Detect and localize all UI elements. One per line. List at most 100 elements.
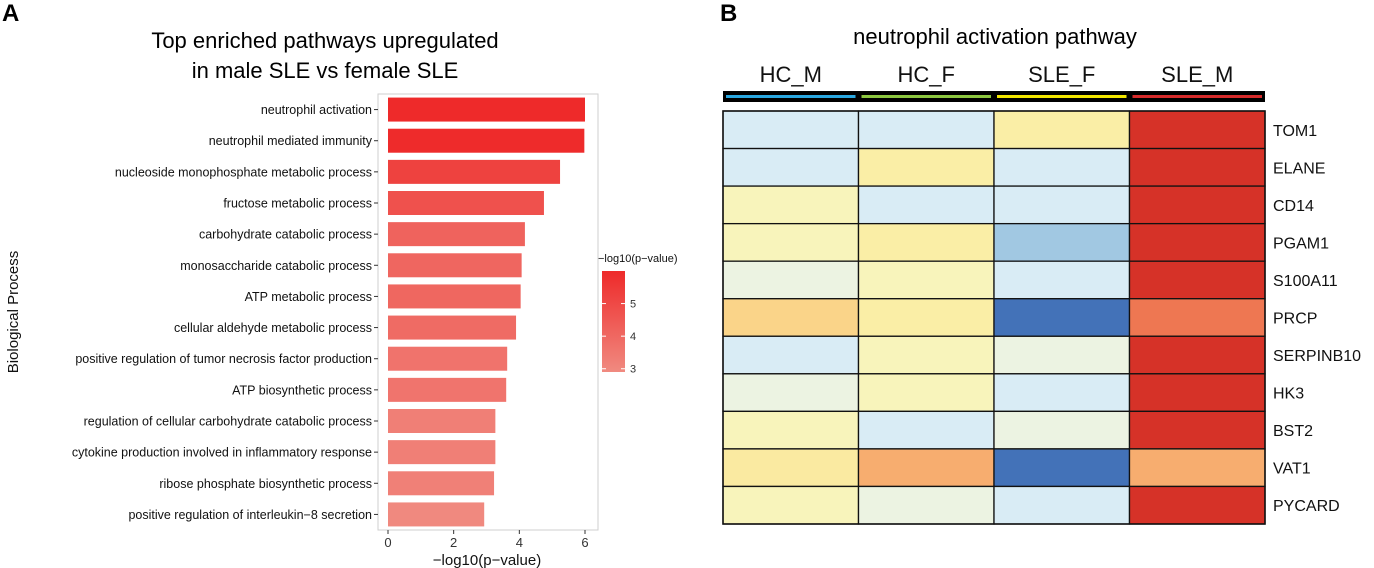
heatmap-cell-HK3-HC_M bbox=[722, 373, 860, 413]
row-label-PGAM1: PGAM1 bbox=[1273, 235, 1329, 252]
heatmap-cell-SERPINB10-SLE_M bbox=[1128, 335, 1266, 375]
bar-chart-title-line-1: Top enriched pathways upregulated bbox=[151, 28, 499, 53]
heatmap-cell-HK3-HC_F bbox=[857, 373, 995, 413]
legend-tick-label-1: 5 bbox=[630, 299, 636, 311]
heatmap-cell-TOM1-HC_M bbox=[722, 110, 860, 150]
heatmap-cell-PRCP-SLE_M bbox=[1128, 298, 1266, 337]
heatmap-border bbox=[722, 110, 1266, 525]
bar-12 bbox=[388, 440, 496, 465]
bar-3 bbox=[388, 159, 561, 184]
category-label-9: positive regulation of tumor necrosis fa… bbox=[75, 352, 372, 366]
x-tick-label-2: 2 bbox=[450, 535, 457, 550]
annotation-SLE_F bbox=[997, 95, 1127, 98]
column-label-3: SLE_F bbox=[1028, 62, 1095, 87]
x-tick-label-4: 6 bbox=[581, 535, 588, 550]
annotation-SLE_M bbox=[1132, 95, 1262, 98]
bar-13 bbox=[388, 471, 495, 496]
x-tick-label-3: 4 bbox=[516, 535, 523, 550]
bar-2 bbox=[388, 128, 585, 153]
category-label-8: cellular aldehyde metabolic process bbox=[174, 321, 372, 335]
bar-chart-title-line-2: in male SLE vs female SLE bbox=[191, 58, 459, 83]
heatmap-cell-S100A11-HC_M bbox=[722, 260, 860, 300]
annotation-HC_F bbox=[861, 95, 991, 98]
category-label-2: neutrophil mediated immunity bbox=[209, 134, 373, 148]
category-label-10: ATP biosynthetic process bbox=[232, 383, 372, 397]
legend-colorbar bbox=[602, 271, 625, 372]
heatmap-cell-PRCP-SLE_F bbox=[993, 298, 1131, 337]
row-label-PRCP: PRCP bbox=[1273, 311, 1317, 328]
heatmap-cell-TOM1-SLE_F bbox=[993, 110, 1131, 150]
column-label-4: SLE_M bbox=[1161, 62, 1233, 87]
heatmap-cell-PGAM1-HC_M bbox=[722, 222, 860, 262]
heatmap-cell-BST2-HC_M bbox=[722, 410, 860, 450]
y-axis-label: Biological Process bbox=[5, 251, 22, 374]
bar-7 bbox=[388, 284, 521, 309]
heatmap-cell-PGAM1-SLE_M bbox=[1128, 222, 1266, 262]
panel-a-letter: A bbox=[2, 0, 20, 27]
heatmap-cell-ELANE-HC_M bbox=[722, 147, 860, 187]
plot-panel bbox=[377, 93, 599, 531]
legend-tick-label-3: 3 bbox=[630, 364, 636, 376]
row-label-BST2: BST2 bbox=[1273, 423, 1313, 440]
row-label-HK3: HK3 bbox=[1273, 386, 1304, 403]
row-label-SERPINB10: SERPINB10 bbox=[1273, 348, 1361, 365]
row-label-VAT1: VAT1 bbox=[1273, 461, 1311, 478]
heatmap-cell-S100A11-HC_F bbox=[857, 260, 995, 300]
category-label-12: cytokine production involved in inflamma… bbox=[72, 446, 372, 460]
heatmap-cell-PGAM1-HC_F bbox=[857, 222, 995, 262]
x-axis-label: −log10(p−value) bbox=[433, 552, 541, 568]
bar-9 bbox=[388, 346, 508, 371]
annotation-bar-frame bbox=[723, 91, 1265, 102]
heatmap-cell-VAT1-SLE_F bbox=[993, 448, 1131, 488]
bar-10 bbox=[388, 377, 507, 402]
heatmap-cell-ELANE-HC_F bbox=[857, 147, 995, 187]
column-label-2: HC_F bbox=[898, 62, 955, 87]
heatmap-cell-VAT1-HC_F bbox=[857, 448, 995, 488]
bar-chart-title: Top enriched pathways upregulated in mal… bbox=[80, 26, 570, 86]
row-label-PYCARD: PYCARD bbox=[1273, 498, 1340, 515]
heatmap-cell-S100A11-SLE_M bbox=[1128, 260, 1266, 300]
heatmap-cell-SERPINB10-HC_F bbox=[857, 335, 995, 375]
heatmap-cell-PRCP-HC_F bbox=[857, 298, 995, 337]
category-label-6: monosaccharide catabolic process bbox=[180, 259, 372, 273]
bar-5 bbox=[388, 222, 525, 247]
heatmap-cell-BST2-SLE_M bbox=[1128, 410, 1266, 450]
row-label-TOM1: TOM1 bbox=[1273, 123, 1317, 140]
category-label-7: ATP metabolic process bbox=[245, 290, 372, 304]
heatmap-cell-PYCARD-SLE_M bbox=[1128, 485, 1266, 525]
heatmap-cell-PYCARD-HC_M bbox=[722, 485, 860, 525]
heatmap-cell-BST2-HC_F bbox=[857, 410, 995, 450]
bar-14 bbox=[388, 502, 485, 527]
panel-b-letter: B bbox=[720, 0, 738, 27]
heatmap-cell-PRCP-HC_M bbox=[722, 298, 860, 337]
bar-4 bbox=[388, 191, 544, 215]
bar-11 bbox=[388, 409, 496, 433]
heatmap-cell-PYCARD-SLE_F bbox=[993, 485, 1131, 525]
heatmap-title: neutrophil activation pathway bbox=[853, 24, 1137, 49]
heatmap-cell-PYCARD-HC_F bbox=[857, 485, 995, 525]
category-label-13: ribose phosphate biosynthetic process bbox=[159, 477, 372, 491]
bar-1 bbox=[388, 97, 585, 122]
category-label-14: positive regulation of interleukin−8 sec… bbox=[128, 508, 372, 522]
category-label-4: fructose metabolic process bbox=[223, 197, 372, 211]
heatmap-cell-S100A11-SLE_F bbox=[993, 260, 1131, 300]
heatmap-cell-CD14-SLE_F bbox=[993, 185, 1131, 225]
row-label-ELANE: ELANE bbox=[1273, 160, 1325, 177]
x-tick-label-1: 0 bbox=[384, 535, 391, 550]
heatmap-cell-HK3-SLE_M bbox=[1128, 373, 1266, 413]
heatmap-cell-CD14-HC_F bbox=[857, 185, 995, 225]
heatmap-cell-VAT1-HC_M bbox=[722, 448, 860, 488]
heatmap-cell-TOM1-SLE_M bbox=[1128, 110, 1266, 150]
heatmap-cell-SERPINB10-SLE_F bbox=[993, 335, 1131, 375]
category-label-5: carbohydrate catabolic process bbox=[199, 228, 372, 242]
bar-chart: neutrophil activation neutrophil mediated… bbox=[5, 93, 678, 568]
bar-8 bbox=[388, 315, 517, 340]
category-label-3: nucleoside monophosphate metabolic proce… bbox=[115, 165, 372, 179]
heatmap-cell-BST2-SLE_F bbox=[993, 410, 1131, 450]
annotation-HC_M bbox=[726, 95, 856, 98]
heatmap-cell-TOM1-HC_F bbox=[857, 110, 995, 150]
heatmap-cell-CD14-SLE_M bbox=[1128, 185, 1266, 225]
bar-6 bbox=[388, 253, 522, 278]
column-label-1: HC_M bbox=[760, 62, 822, 87]
heatmap-cell-VAT1-SLE_M bbox=[1128, 448, 1266, 488]
